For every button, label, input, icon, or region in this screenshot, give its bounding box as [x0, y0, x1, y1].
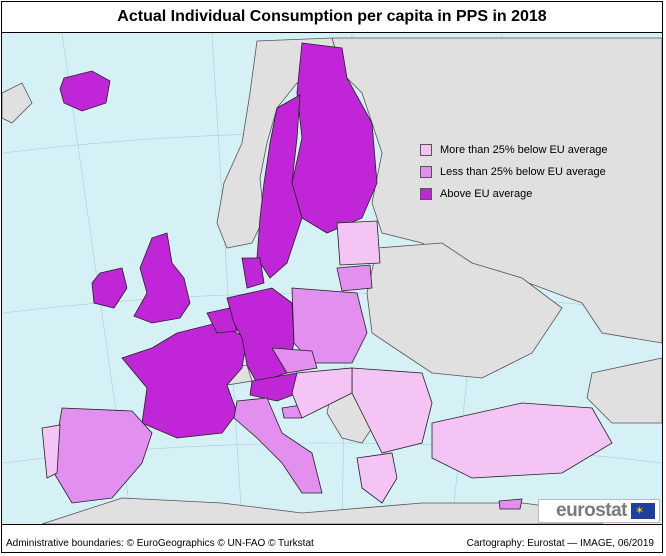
map-title: Actual Individual Consumption per capita… — [2, 2, 662, 33]
logo-text: eurostat — [556, 500, 627, 521]
belarus-ukraine — [366, 242, 563, 379]
non-eu-land — [1, 37, 663, 525]
map-area: More than 25% below EU average Less than… — [1, 32, 663, 525]
legend-item-less-than-25-below: Less than 25% below EU average — [420, 161, 608, 183]
greece — [356, 452, 398, 504]
iceland — [59, 70, 111, 112]
less-than-25-below-regions — [53, 264, 523, 510]
hungary-slovakia-croatia — [291, 367, 353, 419]
turkey — [431, 402, 613, 479]
eu-flag-icon: ✶ — [631, 503, 655, 519]
legend-item-more-than-25-below: More than 25% below EU average — [420, 139, 608, 161]
iceland-area — [1, 82, 33, 124]
uk — [133, 232, 191, 324]
legend-item-above-average: Above EU average — [420, 183, 608, 205]
lithuania — [336, 264, 373, 292]
legend-swatch — [420, 166, 432, 178]
more-than-25-below-regions — [41, 220, 613, 504]
ireland — [91, 267, 128, 309]
spain — [53, 407, 153, 504]
poland — [291, 287, 368, 364]
legend-swatch — [420, 144, 432, 156]
legend-label: Above EU average — [440, 188, 533, 200]
portugal-area — [41, 424, 61, 479]
czechia — [271, 347, 318, 374]
cyprus — [498, 498, 523, 510]
legend-label: Less than 25% below EU average — [440, 166, 606, 178]
benelux — [206, 307, 238, 334]
above-eu-average-regions — [59, 42, 378, 439]
caucasus — [586, 357, 663, 424]
romania-bulgaria — [351, 367, 433, 454]
estonia-latvia — [336, 220, 381, 266]
legend: More than 25% below EU average Less than… — [420, 139, 608, 205]
footer: Administrative boundaries: © EuroGeograp… — [2, 524, 662, 553]
italy — [233, 397, 323, 494]
europe-map — [1, 32, 663, 525]
denmark — [241, 257, 265, 289]
sweden — [256, 94, 303, 279]
cartography-credit: Cartography: Eurostat — IMAGE, 06/2019 — [466, 538, 654, 549]
legend-swatch — [420, 188, 432, 200]
admin-boundaries-credit: Administrative boundaries: © EuroGeograp… — [6, 538, 314, 549]
eurostat-logo: eurostat ✶ — [538, 499, 660, 523]
legend-label: More than 25% below EU average — [440, 144, 608, 156]
